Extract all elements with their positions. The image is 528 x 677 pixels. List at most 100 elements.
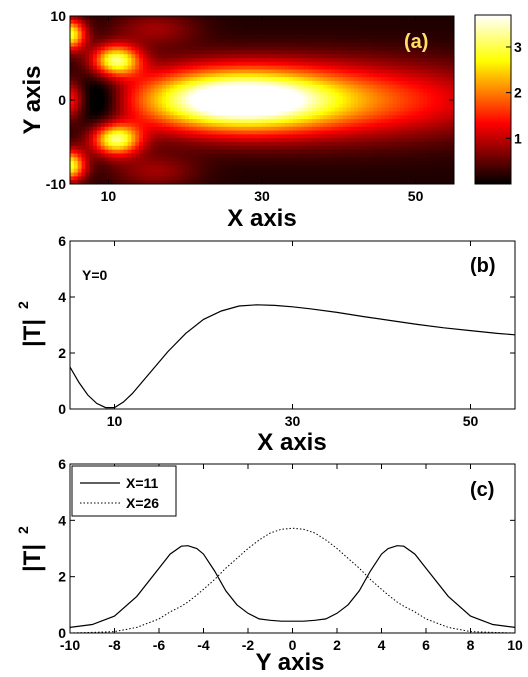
heatmap-cell [200, 119, 205, 124]
heatmap-cell [407, 84, 413, 90]
heatmap-cell [85, 27, 90, 32]
heatmap-cell [265, 50, 271, 55]
heatmap-cell [315, 130, 321, 135]
heatmap-cell [438, 65, 444, 71]
heatmap-cell [200, 92, 205, 97]
heatmap-cell [227, 157, 232, 162]
heatmap-cell [323, 107, 328, 113]
heatmap-cell [142, 164, 148, 170]
heatmap-cell [262, 111, 267, 116]
heatmap-cell [173, 130, 179, 135]
heatmap-cell [308, 122, 313, 128]
heatmap-cell [438, 19, 444, 25]
heatmap-cell [173, 107, 179, 113]
heatmap-cell [173, 164, 179, 170]
heatmap-cell [235, 138, 240, 143]
heatmap-cell [131, 23, 136, 29]
heatmap-cell [146, 157, 152, 162]
heatmap-cell [146, 38, 152, 44]
heatmap-cell [311, 180, 317, 184]
heatmap-cell [139, 180, 144, 184]
heatmap-cell [285, 164, 290, 170]
heatmap-cell [411, 164, 417, 170]
heatmap-cell [334, 77, 340, 82]
heatmap-cell [223, 54, 229, 59]
heatmap-cell [400, 54, 405, 59]
heatmap-cell [223, 157, 229, 162]
heatmap-cell [223, 103, 229, 109]
heatmap-cell [377, 69, 382, 74]
heatmap-cell [411, 31, 417, 36]
heatmap-cell [127, 145, 133, 151]
heatmap-cell [158, 138, 163, 143]
heatmap-cell [392, 54, 397, 59]
heatmap-cell [104, 176, 109, 181]
heatmap-cell [85, 16, 90, 21]
heatmap-cell [419, 19, 424, 25]
heatmap-cell [285, 107, 290, 113]
heatmap-cell [208, 149, 213, 155]
heatmap-cell [384, 142, 390, 147]
heatmap-cell [262, 145, 267, 151]
heatmap-cell [331, 138, 336, 143]
heatmap-cell [388, 42, 394, 48]
heatmap-cell [427, 35, 432, 40]
heatmap-cell [89, 77, 94, 82]
heatmap-cell [346, 88, 351, 93]
heatmap-cell [258, 142, 263, 147]
heatmap-cell [365, 149, 371, 155]
heatmap-cell [423, 126, 428, 132]
heatmap-cell [400, 19, 405, 25]
heatmap-cell [361, 164, 367, 170]
heatmap-cell [192, 119, 198, 124]
heatmap-cell [361, 23, 367, 29]
heatmap-cell [350, 84, 355, 90]
heatmap-cell [119, 172, 125, 177]
heatmap-cell [154, 35, 159, 40]
heatmap-cell [288, 100, 294, 105]
heatmap-cell [238, 65, 244, 71]
heatmap-cell [369, 119, 374, 124]
heatmap-cell [450, 80, 454, 86]
heatmap-cell [166, 73, 171, 78]
heatmap-cell [116, 164, 121, 170]
heatmap-cell [93, 126, 98, 132]
heatmap-cell [131, 172, 136, 177]
heatmap-cell [104, 172, 109, 177]
heatmap-cell [427, 61, 432, 67]
heatmap-cell [89, 31, 94, 36]
heatmap-cell [146, 46, 152, 51]
heatmap-cell [407, 100, 413, 105]
heatmap-cell [123, 115, 129, 120]
heatmap-cell [238, 69, 244, 74]
heatmap-cell [277, 149, 282, 155]
heatmap-cell [131, 58, 136, 63]
heatmap-cell [162, 153, 167, 158]
heatmap-cell [273, 126, 278, 132]
heatmap-cell [327, 50, 332, 55]
heatmap-cell [123, 168, 129, 174]
heatmap-cell [223, 19, 229, 25]
heatmap-cell [388, 50, 394, 55]
heatmap-cell [423, 157, 428, 162]
heatmap-cell [281, 23, 286, 29]
heatmap-cell [430, 176, 436, 181]
heatmap-cell [135, 130, 140, 135]
heatmap-cell [334, 58, 340, 63]
heatmap-cell [231, 130, 236, 135]
heatmap-cell [96, 138, 102, 143]
heatmap-cell [166, 50, 171, 55]
heatmap-cell [146, 142, 152, 147]
heatmap-cell [331, 38, 336, 44]
heatmap-cell [238, 126, 244, 132]
heatmap-cell [338, 103, 344, 109]
heatmap-cell [70, 103, 75, 109]
heatmap-cell [200, 126, 205, 132]
heatmap-cell [404, 145, 409, 151]
heatmap-cell [242, 69, 248, 74]
heatmap-cell [70, 107, 75, 113]
heatmap-cell [342, 100, 348, 105]
heatmap-cell [254, 157, 259, 162]
heatmap-cell [265, 115, 271, 120]
